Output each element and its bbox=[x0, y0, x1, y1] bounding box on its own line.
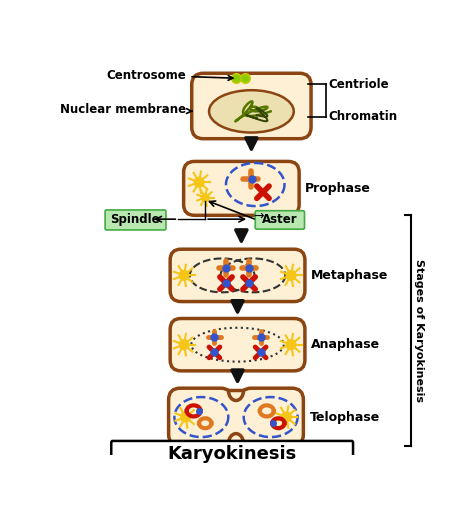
Text: Centriole: Centriole bbox=[328, 78, 389, 91]
FancyBboxPatch shape bbox=[105, 210, 166, 230]
Circle shape bbox=[179, 340, 189, 350]
FancyBboxPatch shape bbox=[183, 161, 299, 215]
Text: Anaphase: Anaphase bbox=[311, 338, 380, 351]
Text: Stages of Karyokinesis: Stages of Karyokinesis bbox=[414, 259, 424, 402]
Ellipse shape bbox=[209, 90, 294, 132]
Text: Spindle: Spindle bbox=[110, 214, 160, 226]
FancyBboxPatch shape bbox=[255, 211, 304, 229]
Circle shape bbox=[286, 270, 296, 280]
Text: Chromatin: Chromatin bbox=[328, 110, 398, 123]
FancyBboxPatch shape bbox=[111, 441, 353, 467]
Circle shape bbox=[181, 412, 191, 422]
Text: Karyokinesis: Karyokinesis bbox=[167, 445, 297, 463]
FancyBboxPatch shape bbox=[169, 388, 232, 446]
Text: →: → bbox=[253, 210, 264, 223]
Text: Prophase: Prophase bbox=[305, 182, 371, 195]
Circle shape bbox=[201, 194, 209, 201]
Text: Centrosome: Centrosome bbox=[107, 68, 233, 82]
FancyBboxPatch shape bbox=[191, 73, 311, 138]
FancyBboxPatch shape bbox=[170, 318, 305, 371]
Text: Metaphase: Metaphase bbox=[311, 269, 389, 282]
Text: Aster: Aster bbox=[262, 214, 298, 226]
FancyBboxPatch shape bbox=[240, 388, 303, 446]
Circle shape bbox=[194, 177, 204, 187]
Text: Nuclear membrane: Nuclear membrane bbox=[61, 103, 192, 115]
Circle shape bbox=[179, 270, 189, 280]
FancyBboxPatch shape bbox=[170, 249, 305, 301]
Text: Telophase: Telophase bbox=[310, 410, 380, 424]
Circle shape bbox=[286, 340, 296, 350]
Circle shape bbox=[282, 412, 292, 422]
